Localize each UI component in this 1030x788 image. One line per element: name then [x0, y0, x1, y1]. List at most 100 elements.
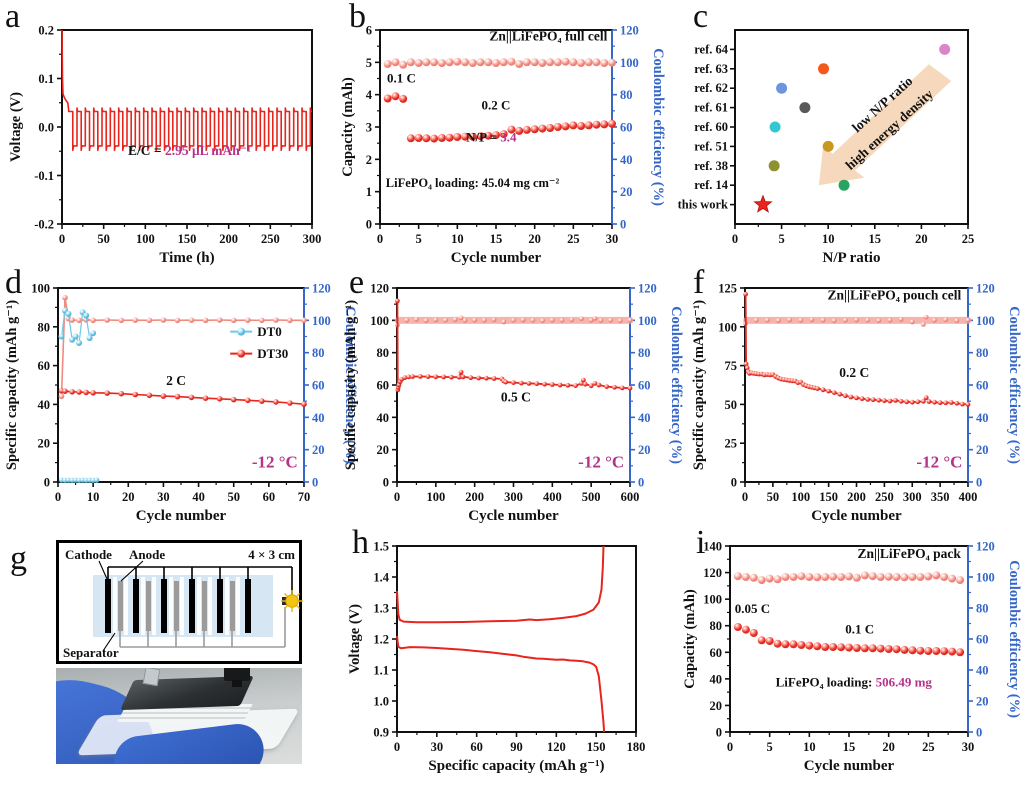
y2-tick-label: 0	[976, 476, 982, 490]
data-point	[829, 572, 838, 581]
x-axis-title: Cycle number	[804, 758, 895, 774]
series-charge-curve	[396, 545, 605, 624]
panel-letter: c	[693, 0, 709, 35]
data-point	[245, 397, 251, 404]
data-point	[449, 374, 454, 380]
data-point	[245, 317, 251, 323]
panel-d: d 0 10 20 30 40 50 60 70 Cycle number 0 20 40 60 80 10…	[0, 258, 358, 526]
data-point	[530, 58, 539, 67]
data-point	[476, 375, 481, 381]
data-point	[76, 340, 83, 346]
annotation-text: -12 °C	[916, 452, 962, 471]
data-point	[916, 573, 925, 581]
y-tick-label: 60	[710, 646, 723, 660]
y-tick-label: 0.9	[373, 726, 389, 740]
data-point	[741, 573, 750, 581]
y-tick-label: 80	[377, 346, 390, 360]
y-axis-title: Voltage (V)	[347, 604, 363, 674]
data-point	[461, 58, 470, 67]
data-point	[391, 92, 400, 101]
data-point	[789, 573, 798, 581]
y-tick-label: 100	[718, 320, 737, 334]
series-voltage-trace	[61, 29, 312, 152]
annotation-text: -12 °C	[252, 452, 298, 471]
y-tick-label: 20	[710, 699, 723, 713]
y-axis-title: Specific capacity (mAh g⁻¹)	[691, 300, 707, 470]
panel-letter: i	[696, 524, 706, 561]
y-tick-label: 1.4	[373, 571, 389, 585]
y-tick-label: 40	[710, 672, 723, 686]
x-axis: 0 5 10 15 20 25 30 Cycle number	[727, 732, 974, 774]
annotation-text: 0.05 C	[735, 601, 770, 616]
data-point	[592, 381, 598, 386]
series-capacity	[383, 92, 616, 143]
data-point	[768, 160, 780, 172]
data-point	[831, 318, 837, 324]
y2-tick-label: 80	[620, 88, 633, 102]
y-tick-label: 60	[38, 359, 51, 373]
data-point	[259, 398, 265, 404]
x-axis: 0 50 100 150 200 250 300 Time (h)	[59, 224, 321, 266]
y2-tick-label: 0	[312, 476, 318, 490]
y-tick-label: 1.3	[373, 602, 389, 616]
data-point	[799, 102, 811, 114]
data-point	[965, 402, 971, 407]
data-point	[588, 383, 594, 389]
data-point	[900, 645, 909, 654]
y-tick-label: 6	[366, 24, 372, 38]
x-tick-label: 50	[227, 490, 240, 504]
data-point	[943, 400, 949, 406]
x-tick-label: 50	[767, 490, 780, 504]
data-point	[956, 648, 965, 657]
panel-a-chart: 0 50 100 150 200 250 300 Time (h) -0.2 -0.1 0.0 0.1…	[8, 24, 321, 267]
y2-tick-label: 60	[976, 633, 989, 647]
data-point	[538, 124, 547, 133]
y2-tick-label: 120	[312, 282, 331, 296]
x-tick-label: 60	[470, 740, 483, 754]
x-tick-label: 60	[263, 490, 276, 504]
series-coulombic-efficiency	[733, 571, 965, 585]
data-point	[582, 381, 588, 387]
data-point	[948, 574, 957, 583]
y2-tick-label: 60	[976, 379, 989, 393]
y2-axis-title: Coulombic efficiency (%)	[1006, 560, 1022, 718]
x-tick-label: 300	[504, 490, 523, 504]
data-point	[822, 140, 834, 152]
legend-label: DT30	[257, 346, 288, 361]
data-point	[492, 59, 500, 67]
data-point	[932, 317, 937, 323]
separator-strips	[113, 577, 240, 635]
series-dt0-coulombic-efficiency	[58, 307, 97, 346]
y-axis: 0 25 50 75 100 125 Specific capacity (mAh g⁻¹)	[691, 282, 745, 490]
data-point	[831, 390, 837, 395]
y-axis-title: Capacity (mAh)	[682, 589, 698, 689]
x-axis-title: N/P ratio	[823, 250, 881, 266]
data-point	[940, 573, 949, 581]
x-tick-label: 150	[178, 232, 197, 246]
data-point	[876, 573, 885, 581]
data-point	[202, 317, 209, 324]
x-tick-label: 40	[192, 490, 205, 504]
panel-letter: f	[693, 264, 705, 301]
y-tick-label: 0	[383, 476, 389, 490]
x-tick-label: 30	[431, 740, 444, 754]
data-point	[453, 133, 462, 141]
y-axis-title: Specific capacity (mAh g⁻¹)	[4, 300, 20, 470]
data-point	[259, 317, 265, 324]
data-point	[62, 388, 68, 394]
data-point	[868, 572, 877, 581]
data-point	[884, 572, 893, 581]
data-point	[923, 314, 929, 320]
data-point	[188, 317, 195, 323]
annotation-text: 0.2 C	[839, 365, 869, 380]
data-point	[468, 132, 477, 141]
data-point	[584, 58, 593, 67]
annotation-text: N/P = 3.4	[466, 130, 517, 145]
plot-border	[61, 29, 313, 225]
data-point	[499, 130, 508, 139]
data-point	[557, 382, 563, 388]
x-tick-label: 25	[922, 740, 935, 754]
data-point	[518, 380, 524, 386]
data-point	[530, 317, 536, 323]
data-point	[549, 382, 555, 387]
